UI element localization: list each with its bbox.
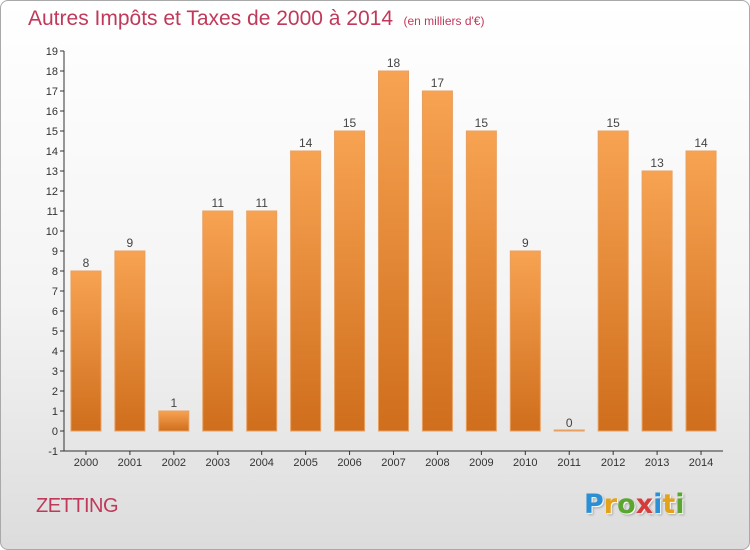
- chart-title: Autres Impôts et Taxes de 2000 à 2014: [28, 7, 394, 30]
- logo-letter: r: [603, 489, 618, 520]
- x-tick-label: 2009: [469, 457, 493, 469]
- bar: [202, 210, 234, 432]
- y-tick-label: 17: [46, 86, 58, 98]
- y-tick-label: 19: [46, 46, 58, 58]
- data-label: 1: [170, 396, 177, 410]
- proxiti-logo: Proxiti: [584, 489, 685, 520]
- y-tick-label: 2: [52, 386, 58, 398]
- bar: [465, 130, 497, 432]
- y-tick-label: 1: [52, 406, 58, 418]
- x-tick-label: 2008: [425, 457, 449, 469]
- y-tick-label: 3: [52, 366, 58, 378]
- x-tick-label: 2011: [557, 457, 581, 469]
- logo-letter: x: [635, 489, 654, 520]
- bar: [685, 150, 717, 432]
- x-tick-label: 2007: [381, 457, 405, 469]
- x-tick-label: 2010: [513, 457, 537, 469]
- chart-subtitle: (en milliers d'€): [403, 14, 485, 28]
- logo-letter: i: [653, 489, 663, 520]
- logo-letter: P: [584, 489, 604, 520]
- bar: [246, 210, 278, 432]
- data-label: 9: [127, 236, 134, 250]
- y-tick-label: 7: [52, 286, 58, 298]
- x-tick-label: 2003: [206, 457, 230, 469]
- y-tick-label: 16: [46, 106, 58, 118]
- y-tick-label: 4: [52, 346, 58, 358]
- x-tick-label: 2000: [74, 457, 98, 469]
- bar: [158, 410, 190, 432]
- y-tick-label: -1: [48, 446, 58, 458]
- logo-letter: t: [662, 489, 676, 520]
- y-tick-label: 5: [52, 326, 58, 338]
- data-label: 14: [299, 136, 313, 150]
- bar: [70, 270, 102, 432]
- title-row: Autres Impôts et Taxes de 2000 à 2014 (e…: [28, 7, 484, 31]
- data-label: 0: [566, 416, 573, 430]
- y-tick-label: 13: [46, 166, 58, 178]
- x-tick-label: 2004: [249, 457, 273, 469]
- bar: [334, 130, 366, 432]
- bar: [641, 170, 673, 432]
- chart-bars: [70, 70, 717, 432]
- x-tick-label: 2013: [645, 457, 669, 469]
- data-label: 15: [343, 116, 357, 130]
- y-tick-label: 12: [46, 186, 58, 198]
- y-tick-label: 18: [46, 66, 58, 78]
- logo-letter: i: [675, 489, 685, 520]
- data-label: 17: [431, 76, 445, 90]
- data-label: 11: [255, 196, 268, 210]
- y-tick-label: 9: [52, 246, 58, 258]
- x-tick-label: 2005: [293, 457, 317, 469]
- y-tick-label: 14: [46, 146, 58, 158]
- data-label: 15: [606, 116, 620, 130]
- logo-letter: o: [617, 489, 636, 520]
- y-tick-label: 11: [47, 206, 58, 218]
- data-label: 8: [83, 256, 90, 270]
- data-label: 9: [522, 236, 529, 250]
- data-label: 14: [694, 136, 708, 150]
- y-tick-label: 10: [46, 226, 58, 238]
- y-tick-label: 15: [46, 126, 58, 138]
- x-tick-label: 2002: [162, 457, 186, 469]
- x-tick-label: 2001: [118, 457, 142, 469]
- y-tick-label: 6: [52, 306, 58, 318]
- x-tick-label: 2012: [601, 457, 625, 469]
- data-label: 15: [475, 116, 489, 130]
- bar: [378, 70, 409, 432]
- commune-name: ZETTING: [36, 495, 119, 517]
- data-label: 18: [387, 56, 401, 70]
- bar: [597, 130, 629, 432]
- y-tick-label: 8: [52, 266, 58, 278]
- data-label: 11: [212, 196, 225, 210]
- y-tick-label: 0: [52, 426, 58, 438]
- bar: [290, 150, 322, 432]
- x-tick-label: 2014: [689, 457, 713, 469]
- bar: [509, 250, 541, 432]
- data-label: 13: [650, 156, 664, 170]
- x-tick-label: 2006: [337, 457, 361, 469]
- bar: [553, 429, 585, 432]
- bar: [421, 90, 453, 432]
- bar: [114, 250, 146, 432]
